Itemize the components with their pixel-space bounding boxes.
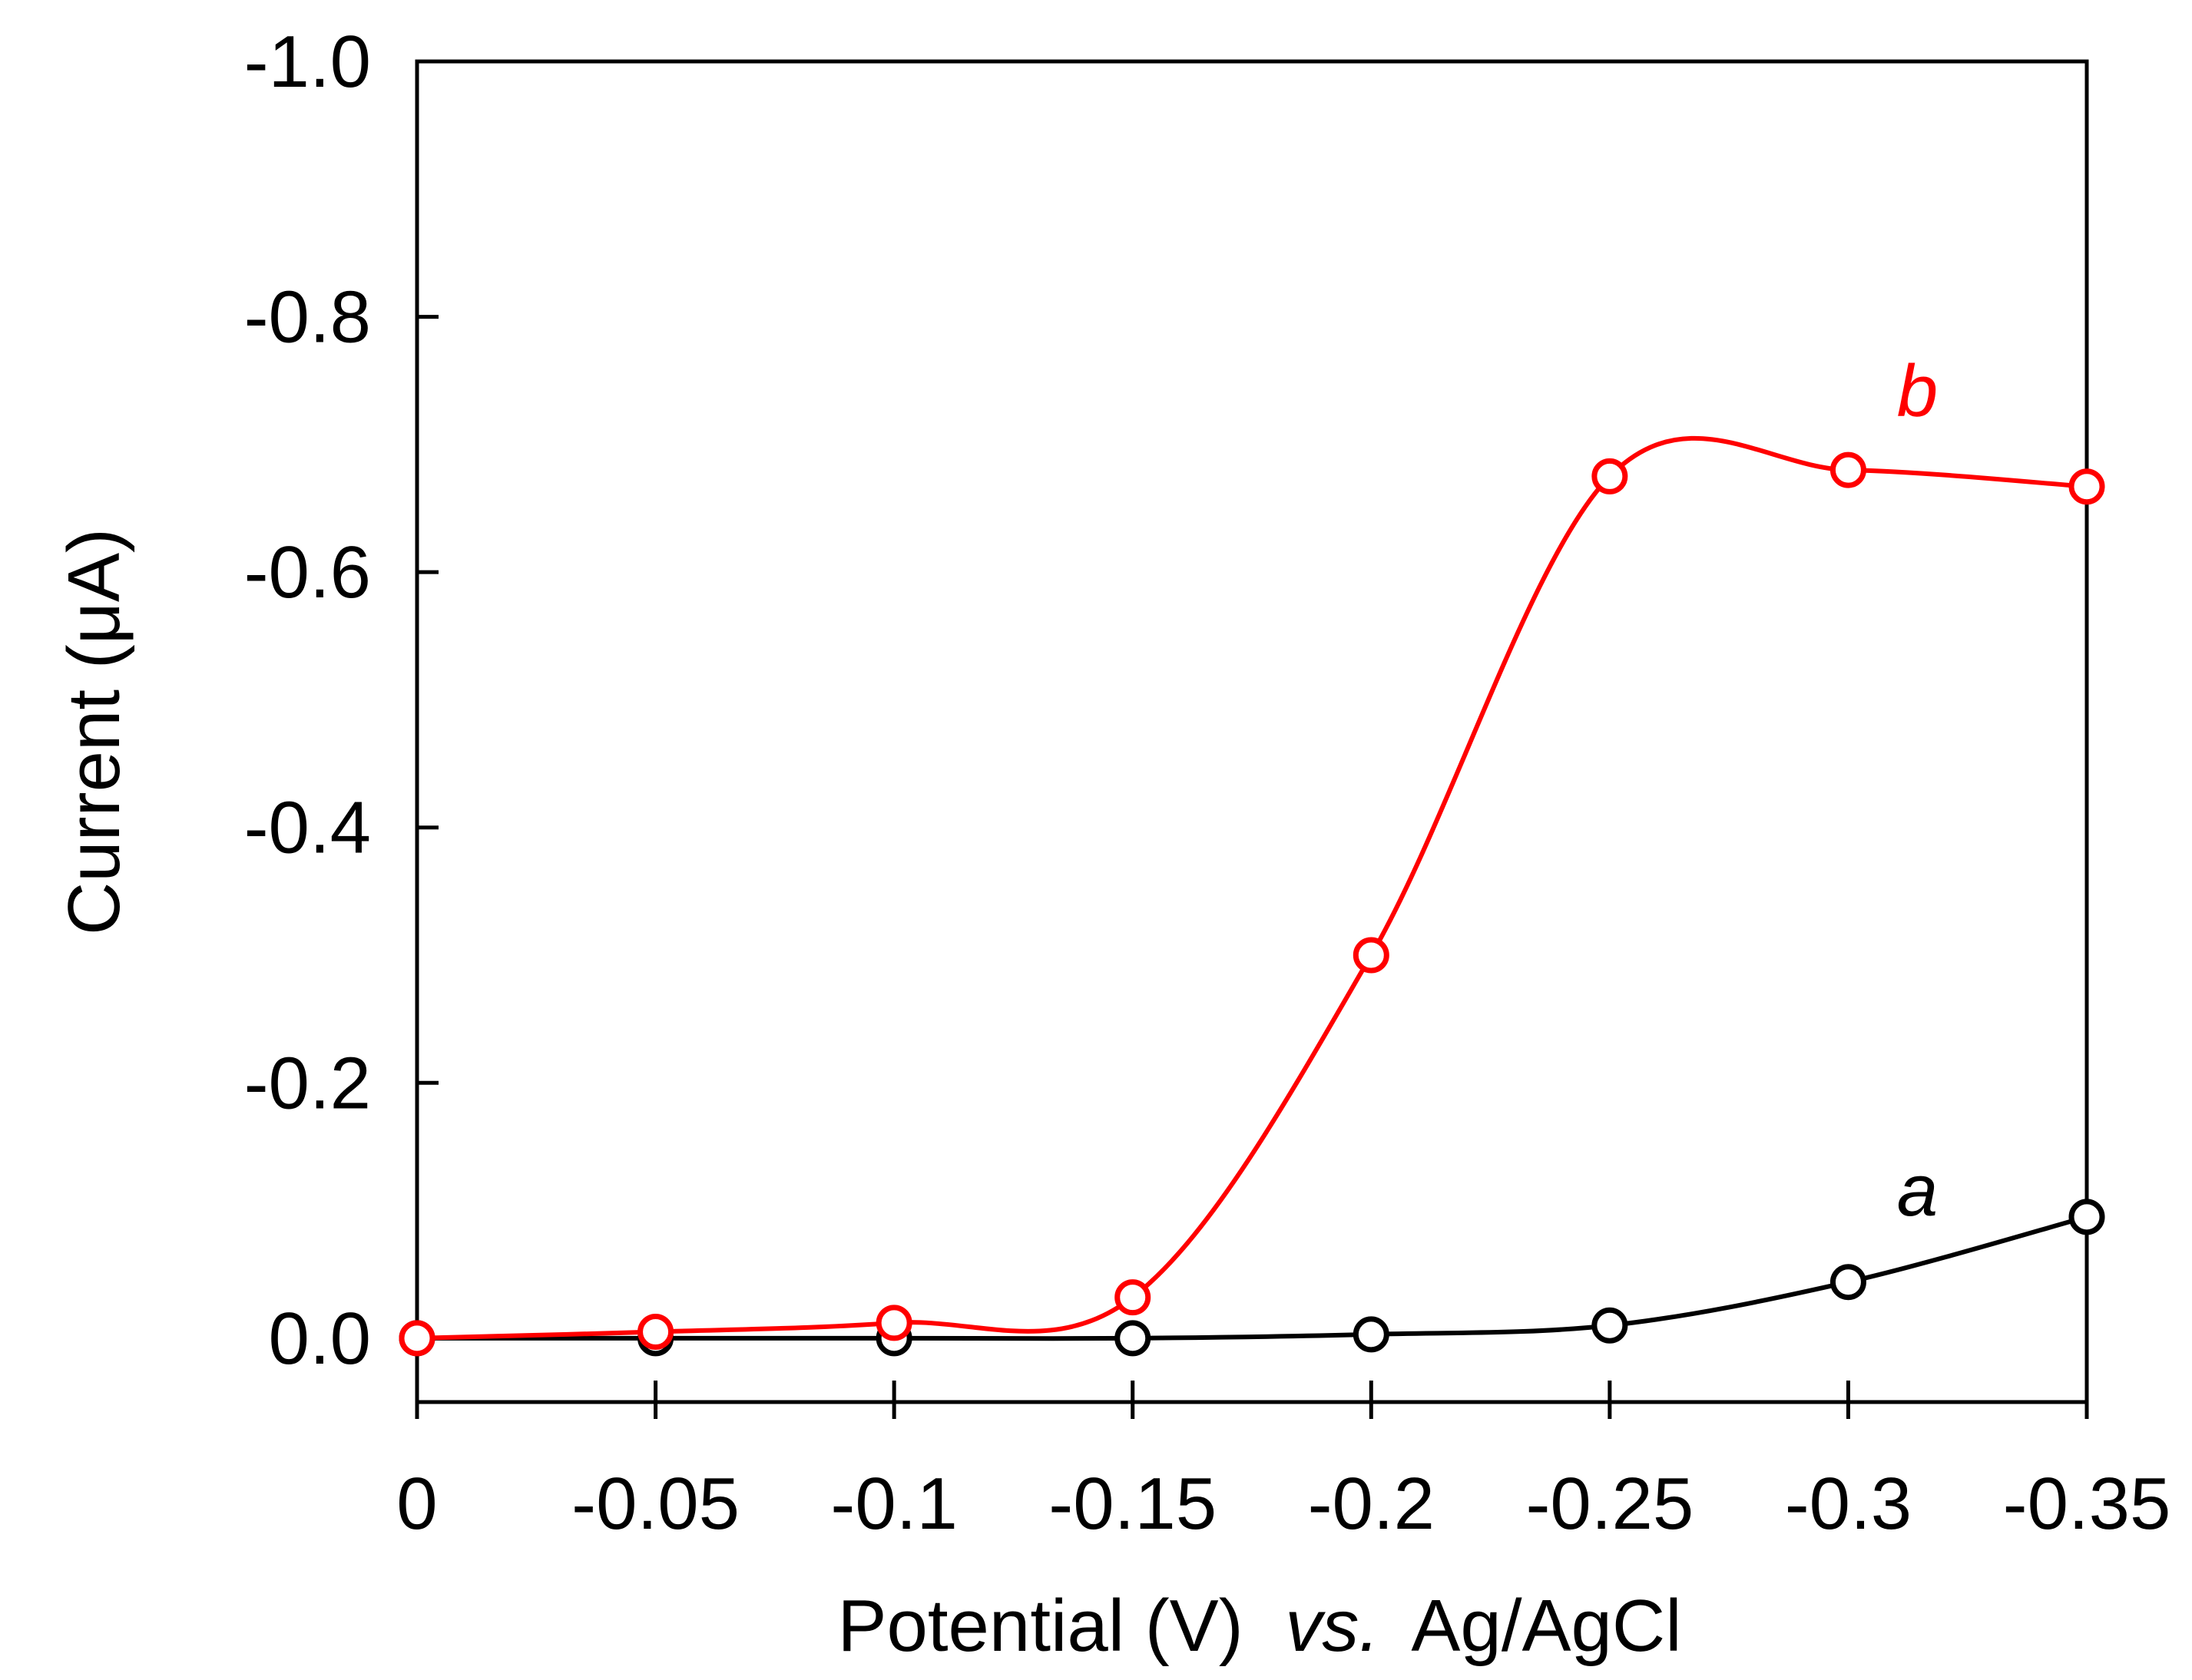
y-tick-label: -0.2 <box>244 1042 371 1124</box>
series-b-point <box>876 1305 912 1341</box>
series-label-b: b <box>1897 350 1938 432</box>
series-a-point <box>1114 1320 1151 1357</box>
x-axis-label-main: Potential (V) <box>837 1585 1243 1667</box>
series-a-point <box>2068 1199 2105 1235</box>
y-axis: 0.0 -0.2 -0.4 -0.6 -0.8 -1.0 <box>244 21 439 1380</box>
x-tick-label: -0.15 <box>1048 1463 1217 1545</box>
x-axis-label-vs: vs. <box>1285 1585 1379 1667</box>
series-label-a: a <box>1897 1149 1938 1232</box>
series-b-point <box>1591 458 1628 494</box>
y-tick-label: -0.8 <box>244 276 371 359</box>
x-axis-label-ref: Ag/AgCl <box>1411 1585 1681 1667</box>
x-tick-label: -0.05 <box>571 1463 740 1545</box>
series-b-point <box>1114 1279 1151 1316</box>
x-tick-label: -0.25 <box>1525 1463 1694 1545</box>
series-b-point <box>637 1314 674 1351</box>
series-a-point <box>1591 1307 1628 1344</box>
y-tick-label: 0.0 <box>269 1298 371 1380</box>
series-b-point <box>1353 937 1389 974</box>
series-a-line <box>417 1214 2088 1341</box>
x-axis-label: Potential (V) vs. Ag/AgCl <box>837 1585 1681 1667</box>
plot-frame <box>415 59 2089 1404</box>
y-tick-label: -1.0 <box>244 21 371 103</box>
x-tick-label: -0.1 <box>830 1463 957 1545</box>
series-labels: ab <box>1897 350 1938 1232</box>
series-b-point <box>2068 468 2105 505</box>
series-b-point <box>1829 451 1866 488</box>
series-b <box>399 435 2105 1357</box>
series-a-point <box>1353 1316 1389 1353</box>
series-a-point <box>1829 1264 1866 1301</box>
x-tick-label: -0.35 <box>2003 1463 2171 1545</box>
series-b-point <box>399 1320 435 1357</box>
x-tick-label: -0.3 <box>1785 1463 1912 1545</box>
y-tick-label: -0.6 <box>244 531 371 613</box>
y-tick-label: -0.4 <box>244 787 371 869</box>
series-b-line <box>416 435 2088 1341</box>
x-tick-label: 0 <box>396 1463 437 1545</box>
series-layer <box>399 435 2105 1357</box>
x-tick-label: -0.2 <box>1308 1463 1435 1545</box>
x-axis: 0 -0.05 -0.1 -0.15 -0.2 -0.25 -0.3 -0.35 <box>396 1381 2170 1545</box>
y-axis-label: Current (μA) <box>53 528 135 935</box>
